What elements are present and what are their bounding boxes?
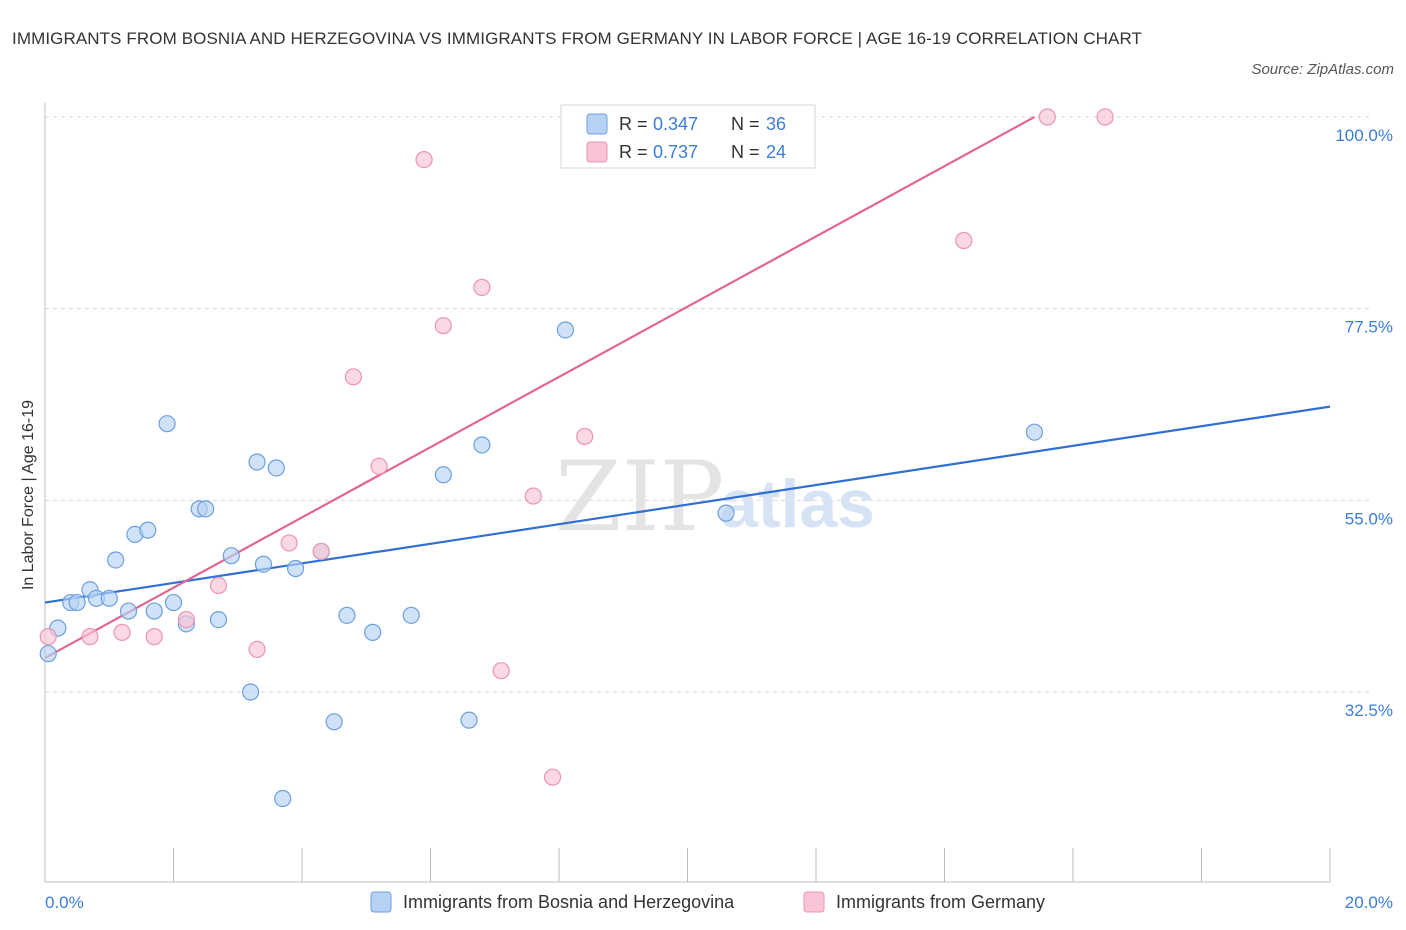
- y-tick-label: 100.0%: [1335, 126, 1393, 145]
- data-point-blue: [267, 459, 285, 477]
- data-point-pink: [955, 231, 973, 250]
- grid-layer: [45, 116, 1370, 693]
- data-point-pink: [209, 576, 228, 595]
- data-point-blue: [158, 415, 176, 433]
- chart-title: IMMIGRANTS FROM BOSNIA AND HERZEGOVINA V…: [12, 29, 1143, 48]
- stats-n-value-blue: 36: [766, 114, 786, 134]
- data-point-blue: [100, 589, 118, 607]
- stats-n-value-pink: 24: [766, 142, 786, 162]
- data-point-blue: [338, 606, 356, 624]
- data-point-blue: [197, 500, 215, 518]
- data-point-pink: [113, 623, 131, 641]
- data-point-pink: [280, 534, 298, 552]
- data-point-pink: [524, 487, 542, 505]
- stats-legend: R = 0.347 N = 36 R = 0.737 N = 24: [560, 104, 816, 169]
- data-point-blue: [107, 551, 125, 569]
- data-point-pink: [415, 150, 433, 169]
- x-tick-label-min: 0.0%: [45, 893, 84, 912]
- data-point-pink: [344, 368, 362, 386]
- data-point-pink: [370, 457, 388, 475]
- series-legend-swatch-pink: [803, 891, 825, 913]
- trend-line-pink: [44, 116, 1035, 659]
- data-point-blue: [460, 711, 478, 729]
- data-point-pink: [145, 628, 163, 646]
- data-point-pink: [177, 610, 195, 629]
- data-point-blue: [473, 436, 491, 454]
- data-point-blue: [286, 559, 305, 578]
- trend-line-blue: [44, 405, 1331, 604]
- y-axis-label: In Labor Force | Age 16-19: [20, 400, 37, 590]
- data-point-blue: [402, 606, 420, 624]
- data-point-pink: [543, 768, 562, 786]
- data-point-blue: [209, 610, 228, 629]
- stats-n-label-blue: N =: [731, 114, 760, 134]
- data-point-blue: [145, 602, 163, 620]
- watermark-atlas: atlas: [720, 466, 875, 542]
- stats-r-value-blue: 0.347: [653, 114, 698, 134]
- trend-lines: [44, 116, 1331, 659]
- data-point-blue: [364, 623, 382, 641]
- stats-r-value-pink: 0.737: [653, 142, 698, 162]
- stats-legend-swatch-pink: [586, 141, 608, 163]
- data-point-blue: [556, 321, 575, 339]
- data-point-blue: [119, 602, 138, 620]
- data-points: [39, 108, 1114, 808]
- series-legend-label-pink: Immigrants from Germany: [836, 892, 1045, 912]
- y-tick-labels: 32.5% 55.0% 77.5% 100.0%: [1335, 126, 1393, 720]
- y-tick-label: 55.0%: [1345, 509, 1393, 528]
- y-tick-label: 77.5%: [1345, 318, 1393, 337]
- series-legend: Immigrants from Bosnia and Herzegovina I…: [370, 891, 1045, 913]
- y-tick-label: 32.5%: [1345, 701, 1393, 720]
- data-point-blue: [325, 713, 343, 731]
- data-point-pink: [1038, 108, 1056, 126]
- series-legend-swatch-blue: [370, 891, 392, 913]
- stats-r-label-pink: R =: [619, 142, 648, 162]
- data-point-blue: [248, 453, 266, 471]
- data-point-blue: [1025, 423, 1044, 441]
- series-legend-label-blue: Immigrants from Bosnia and Herzegovina: [403, 892, 735, 912]
- data-point-pink: [81, 628, 99, 646]
- axes-layer: [44, 103, 1331, 883]
- data-point-blue: [274, 789, 292, 808]
- x-tick-label-max: 20.0%: [1345, 893, 1393, 912]
- data-point-pink: [312, 542, 330, 561]
- data-point-blue: [434, 466, 452, 484]
- stats-n-label-pink: N =: [731, 142, 760, 162]
- data-point-blue: [39, 645, 57, 663]
- data-point-blue: [164, 593, 183, 612]
- data-point-pink: [473, 278, 491, 296]
- data-point-pink: [39, 628, 57, 646]
- source-credit: Source: ZipAtlas.com: [1251, 61, 1394, 78]
- stats-r-label-blue: R =: [619, 114, 648, 134]
- data-point-pink: [1096, 108, 1114, 126]
- data-point-blue: [139, 521, 157, 539]
- data-point-blue: [222, 547, 240, 565]
- watermark: ZIP atlas: [555, 441, 875, 553]
- data-point-pink: [492, 662, 510, 680]
- stats-legend-swatch-blue: [586, 113, 608, 135]
- data-point-pink: [576, 427, 594, 446]
- data-point-blue: [242, 683, 260, 701]
- data-point-blue: [68, 593, 86, 612]
- watermark-zip: ZIP: [555, 441, 724, 553]
- data-point-pink: [248, 640, 266, 659]
- data-point-blue: [717, 504, 735, 522]
- data-point-pink: [434, 317, 452, 335]
- data-point-blue: [254, 555, 273, 573]
